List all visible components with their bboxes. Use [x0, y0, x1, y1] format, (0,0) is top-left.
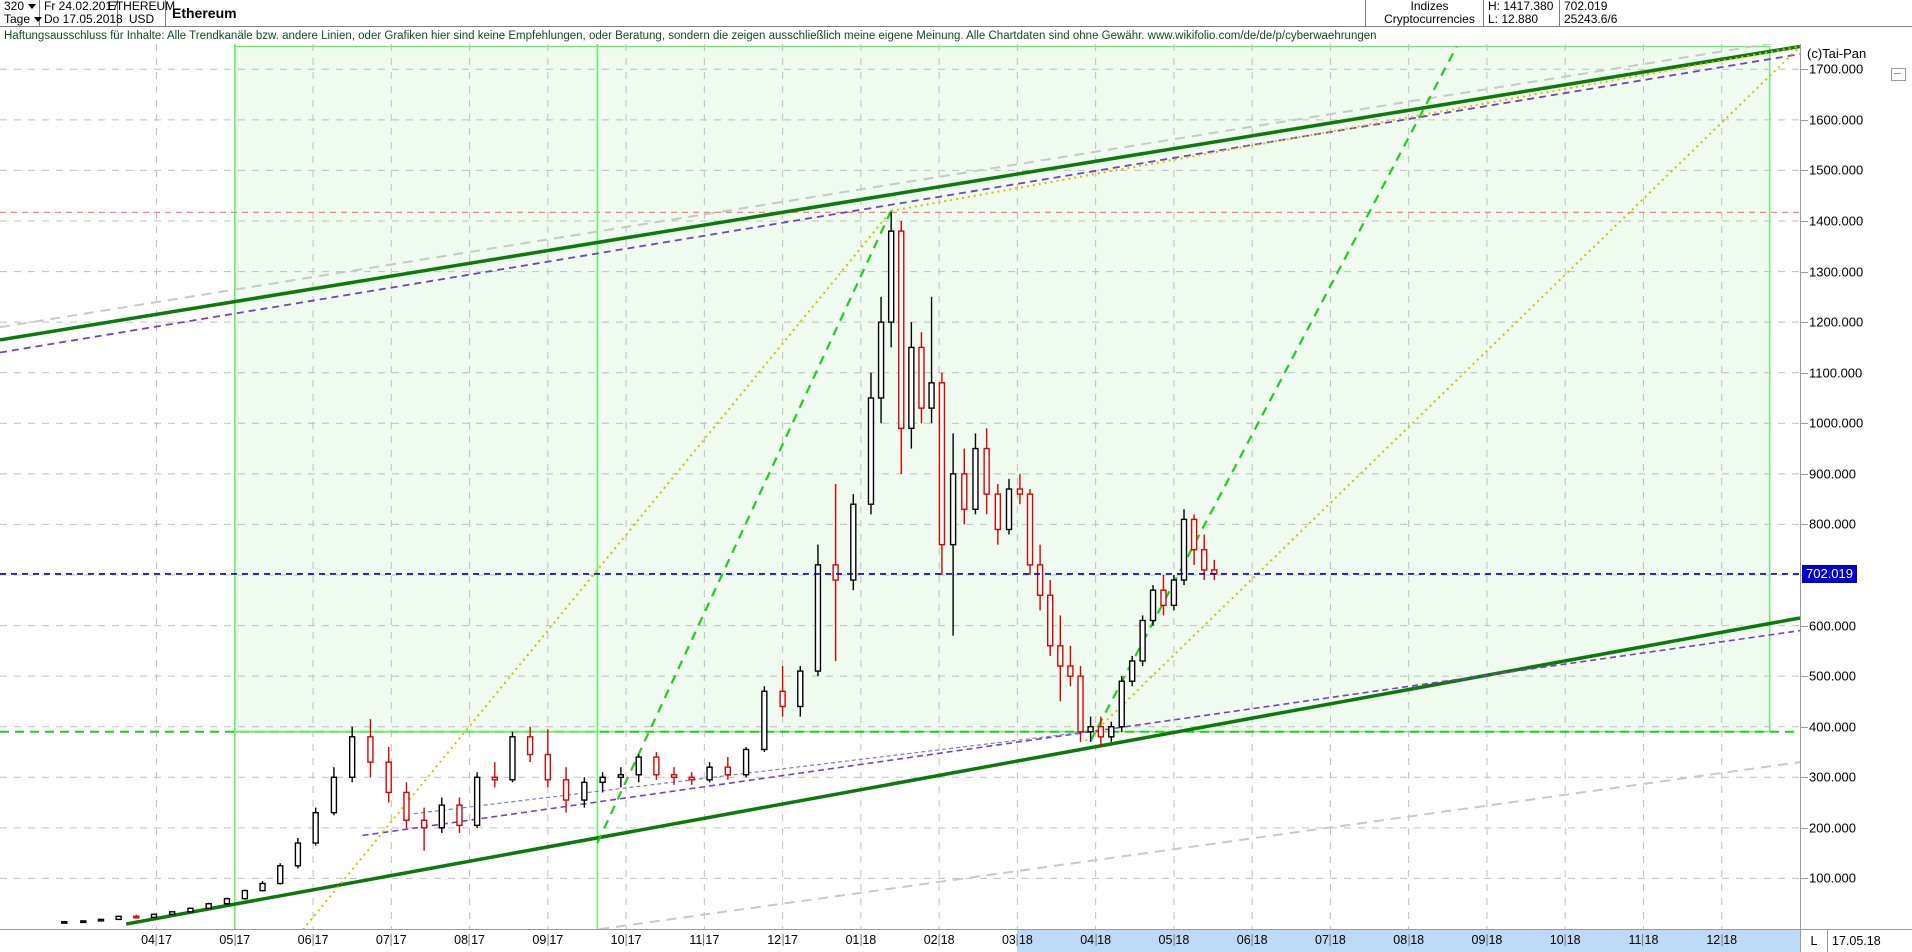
last-date: 17.05.18	[1827, 930, 1912, 952]
price-tick-mark	[1801, 69, 1808, 71]
low-value: L: 12.880	[1488, 12, 1539, 26]
date-tick-label: 11 18	[1628, 933, 1659, 947]
chevron-down-icon[interactable]	[28, 4, 37, 9]
date-tick-label: 12 18	[1706, 933, 1738, 947]
trend-channel-box	[234, 45, 1771, 733]
price-tick-label: 300.000	[1809, 769, 1856, 785]
date-axis-track[interactable]: 04 17 05 17 06 17 07 17 08 17 09 17 10 17 11 17 12 17 01 18…	[0, 930, 1800, 952]
last-marker: L	[1810, 934, 1818, 948]
volume-value: 25243.6/6	[1564, 12, 1618, 26]
date-tick-label: 07 17	[375, 933, 407, 947]
date-to: Do 17.05.2018	[44, 12, 123, 26]
price-tick-label: 200.000	[1809, 820, 1856, 836]
date-tick-label: 05 17	[219, 933, 251, 947]
price-tick-mark	[1801, 676, 1808, 678]
price-tick-label: 1200.000	[1809, 314, 1864, 330]
period-unit: Tage	[4, 12, 31, 26]
disclaimer-bar: Haftungsausschluss für Inhalte: Alle Tre…	[0, 27, 1912, 44]
horizontal-levels	[0, 44, 1800, 929]
price-tick-mark	[1801, 726, 1808, 728]
price-tick-mark	[1801, 423, 1808, 425]
chevron-down-icon[interactable]	[34, 17, 43, 22]
price-tick-label: 100.000	[1809, 870, 1856, 886]
instrument-title: Ethereum	[166, 0, 1366, 26]
period-selector[interactable]: 320 Tage	[0, 0, 43, 26]
date-tick-label: 11 17	[689, 933, 720, 947]
price-tick-label: 1600.000	[1809, 112, 1864, 128]
price-tick-mark	[1801, 625, 1808, 627]
disclaimer-text: Haftungsausschluss für Inhalte: Alle Tre…	[4, 29, 1377, 42]
price-tick-mark	[1801, 221, 1808, 222]
price-tick-mark	[1801, 524, 1808, 526]
date-tick-label: 09 18	[1471, 933, 1503, 947]
high-value: H: 1417.380	[1488, 0, 1554, 13]
price-tick-mark	[1801, 878, 1808, 880]
price-tick-label: 1500.000	[1809, 162, 1864, 178]
watermark-label: (c)Tai-Pan	[1807, 46, 1867, 61]
chart-plot-area[interactable]	[0, 44, 1800, 929]
price-tick-mark	[1801, 170, 1808, 172]
date-tick-label: 05 18	[1158, 933, 1190, 947]
date-tick-label: 12 17	[767, 933, 798, 947]
symbol-ticker: ETHEREUM	[107, 0, 176, 13]
date-range[interactable]: Fr 24.02.2017 Do 17.05.2018	[40, 0, 123, 26]
date-tick-label: 08 18	[1393, 933, 1425, 947]
price-axis[interactable]: (c)Tai-Pan 1700.000 1600.000 1500.000 1400.…	[1800, 44, 1912, 929]
date-tick-label: 04 17	[141, 933, 172, 947]
group-subcategory: Cryptocurrencies	[1384, 12, 1475, 26]
date-axis[interactable]: 04 17 05 17 06 17 07 17 08 17 09 17 10 17 11 17 12 17 01 18…	[0, 929, 1912, 952]
symbol-block[interactable]: ETHEREUM USD	[108, 0, 175, 26]
price-tick-label: 500.000	[1809, 668, 1856, 684]
price-tick-label: 800.000	[1809, 516, 1856, 532]
high-low-block: H: 1417.380 L: 12.880	[1484, 0, 1560, 26]
trend-lines	[0, 44, 1800, 929]
date-tick-label: 10 17	[610, 933, 642, 947]
collapse-icon[interactable]	[1891, 68, 1906, 81]
price-tick-mark	[1801, 271, 1808, 273]
date-tick-label: 06 17	[297, 933, 329, 947]
date-tick-label: 06 18	[1236, 933, 1268, 947]
price-tick-label: 1400.000	[1809, 213, 1864, 229]
date-tick-label: 03 18	[1001, 933, 1033, 947]
price-tick-mark	[1801, 322, 1808, 324]
date-from: Fr 24.02.2017	[44, 0, 119, 13]
top-toolbar: 320 Tage Fr 24.02.2017 Do 17.05.2018 ETH…	[0, 0, 1912, 27]
candlestick-chart[interactable]	[0, 44, 1800, 929]
date-tick-label: 01 18	[845, 933, 877, 947]
price-tick-label: 1300.000	[1809, 264, 1864, 280]
date-tick-label: 04 18	[1080, 933, 1112, 947]
group-category: Indizes	[1410, 0, 1449, 13]
period-value: 320	[4, 0, 25, 13]
instrument-group[interactable]: Indizes Cryptocurrencies	[1376, 0, 1484, 26]
date-tick-label: 07 18	[1315, 933, 1346, 947]
price-tick-label: 600.000	[1809, 618, 1856, 634]
price-tick-mark	[1801, 119, 1808, 121]
price-tick-label: 1100.000	[1809, 365, 1863, 381]
last-value: 702.019	[1564, 0, 1608, 13]
instrument-name: Ethereum	[172, 4, 237, 21]
chart-container[interactable]: (c)Tai-Pan 1700.000 1600.000 1500.000 1400.…	[0, 44, 1912, 929]
symbol-currency: USD	[128, 12, 155, 26]
date-tick-label: 10 18	[1549, 933, 1581, 947]
price-tick-mark	[1801, 777, 1808, 779]
price-tick-label: 1000.000	[1809, 415, 1864, 431]
last-price-badge: 702.019	[1802, 564, 1857, 583]
price-tick-label: 400.000	[1809, 719, 1856, 735]
last-value-block: 702.019 25243.6/6	[1560, 0, 1912, 26]
date-tick-label: 02 18	[923, 933, 955, 947]
price-tick-mark	[1801, 372, 1808, 374]
date-axis-last: L 17.05.18	[1800, 930, 1912, 952]
date-tick-label: 09 17	[532, 933, 564, 947]
price-tick-mark	[1801, 473, 1808, 475]
price-tick-mark	[1801, 827, 1808, 829]
candle-series	[61, 212, 1218, 924]
price-tick-label: 900.000	[1809, 466, 1856, 482]
price-tick-label: 1700.000	[1809, 61, 1864, 77]
date-tick-label: 08 17	[454, 933, 485, 947]
